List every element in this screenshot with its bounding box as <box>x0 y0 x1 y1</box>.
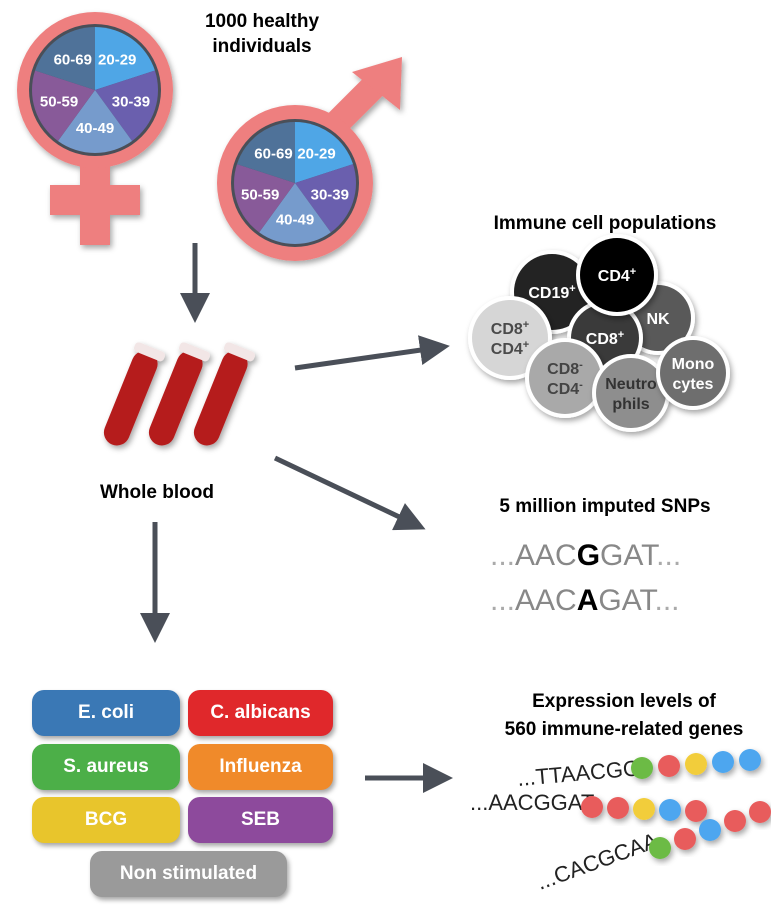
pie-slice-20-29 <box>95 27 155 90</box>
green-bead <box>649 837 671 859</box>
cell-cd4: CD4+ <box>576 234 658 316</box>
arrow-blood-to-cells <box>294 335 450 371</box>
pie-slice-40-49 <box>57 90 133 153</box>
pie-label: 50-59 <box>241 186 279 203</box>
stimulus-e-coli: E. coli <box>32 690 180 736</box>
svg-text:CD8+: CD8+ <box>586 329 624 348</box>
gene-sequence-3: ...CACGCAA <box>533 828 661 895</box>
stimulus-c-albicans: C. albicans <box>188 690 333 736</box>
svg-text:CD4-: CD4- <box>547 379 583 398</box>
pie-label: 20-29 <box>297 145 335 162</box>
pie-label: 60-69 <box>254 145 292 162</box>
yellow-bead <box>685 753 707 775</box>
stimulus-seb: SEB <box>188 797 333 843</box>
red-bead <box>724 810 746 832</box>
pie-label: 50-59 <box>40 94 78 111</box>
blue-bead <box>712 751 734 773</box>
pie-slice-40-49 <box>259 183 331 244</box>
stimulus-bcg: BCG <box>32 797 180 843</box>
expression-title-line1: Expression levels of <box>532 691 716 712</box>
svg-text:cytes: cytes <box>673 376 714 393</box>
pie-slice-60-69 <box>236 122 295 183</box>
red-bead <box>749 801 771 823</box>
expression-sequences: ...TTAACGG ...AACGGAT ...CACGCAA <box>470 749 771 895</box>
pie-slice-50-59 <box>234 164 295 233</box>
blue-bead <box>699 819 721 841</box>
pie-slice-60-69 <box>35 27 95 90</box>
blue-bead <box>659 799 681 821</box>
pie-label: 40-49 <box>76 120 114 137</box>
male-age-pie: 20-29 30-39 40-49 50-59 60-69 <box>231 119 359 247</box>
pie-slice-20-29 <box>295 122 354 183</box>
svg-text:NK: NK <box>646 311 670 328</box>
svg-text:CD19+: CD19+ <box>528 283 575 302</box>
female-age-pie: 20-29 30-39 40-49 50-59 60-69 <box>29 24 161 156</box>
cell-neutrophils: Neutro phils <box>592 354 670 432</box>
svg-text:CD4+: CD4+ <box>491 339 529 358</box>
pie-label: 30-39 <box>311 186 349 203</box>
svg-text:...AACGGAT...: ...AACGGAT... <box>490 539 681 572</box>
stimulus-influenza: Influenza <box>188 744 333 790</box>
pie-slice-30-39 <box>295 164 356 233</box>
whole-blood-label: Whole blood <box>100 482 214 503</box>
red-bead <box>685 800 707 822</box>
snps-title: 5 million imputed SNPs <box>499 496 710 517</box>
immune-title: Immune cell populations <box>494 213 717 234</box>
gene-sequence-1: ...TTAACGG <box>516 755 641 791</box>
pie-label: 20-29 <box>98 51 136 68</box>
cell-monocytes: Mono cytes <box>656 336 730 410</box>
cell-cd8cd4: CD8-CD4- <box>525 338 605 418</box>
pie-label: 30-39 <box>112 94 150 111</box>
arrow-blood-to-snps <box>273 455 426 531</box>
gene-sequence-2: ...AACGGAT <box>470 790 594 815</box>
svg-text:CD8+: CD8+ <box>491 319 529 338</box>
stimulus-s-aureus: S. aureus <box>32 744 180 790</box>
stimulus-non-stimulated: Non stimulated <box>90 851 287 897</box>
red-bead <box>674 828 696 850</box>
svg-text:...AACAGAT...: ...AACAGAT... <box>490 584 680 617</box>
red-bead <box>581 796 603 818</box>
blood-tubes-icon <box>103 342 255 446</box>
pie-slice-50-59 <box>31 70 95 141</box>
snp-sequence-1: ...AACGGAT... <box>490 539 681 572</box>
svg-text:phils: phils <box>612 396 649 413</box>
pie-label: 60-69 <box>54 51 92 68</box>
pie-label: 40-49 <box>276 212 314 229</box>
yellow-bead <box>633 798 655 820</box>
svg-text:CD8-: CD8- <box>547 359 583 378</box>
blue-bead <box>739 749 761 771</box>
snp-sequence-2: ...AACAGAT... <box>490 584 680 617</box>
svg-text:CD4+: CD4+ <box>598 266 636 285</box>
red-bead <box>607 797 629 819</box>
expression-title-line2: 560 immune-related genes <box>505 719 744 740</box>
green-bead <box>631 757 653 779</box>
pie-slice-30-39 <box>95 70 158 141</box>
cohort-title-line1: 1000 healthy <box>205 11 319 32</box>
svg-text:Mono: Mono <box>672 356 715 373</box>
cohort-title-line2: individuals <box>212 36 311 57</box>
red-bead <box>658 755 680 777</box>
svg-text:Neutro: Neutro <box>605 376 657 393</box>
